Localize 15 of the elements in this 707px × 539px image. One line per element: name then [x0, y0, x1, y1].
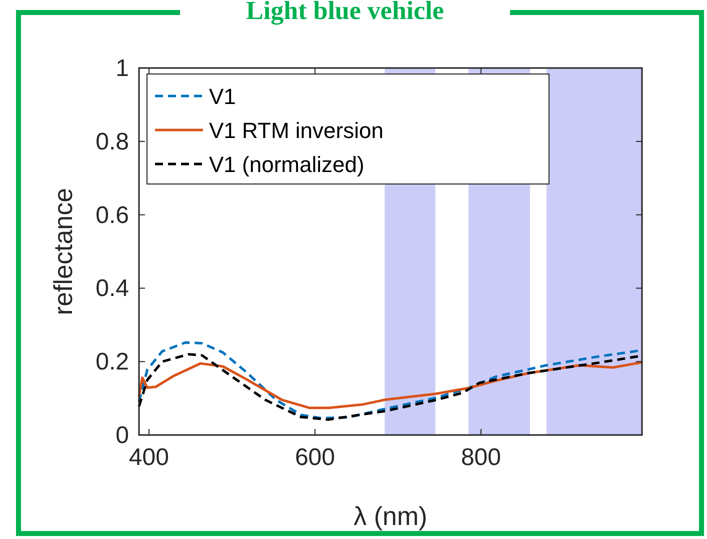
y-tick-label: 0.2 — [96, 348, 129, 376]
x-tick-label: 800 — [460, 444, 501, 471]
y-tick-label: 0.8 — [96, 128, 129, 156]
y-axis-title: reflectance — [48, 188, 78, 316]
x-tick-label: 600 — [294, 444, 335, 471]
y-tick-label: 1 — [116, 55, 129, 82]
chart-title: Light blue vehicle — [180, 0, 510, 26]
y-tick-label: 0.6 — [96, 202, 129, 229]
legend-label: V1 (normalized) — [209, 152, 364, 177]
y-tick-label: 0 — [116, 422, 129, 449]
x-tick-label: 400 — [128, 444, 169, 471]
legend-label: V1 RTM inversion — [209, 118, 384, 143]
y-tick-label: 0.4 — [96, 275, 129, 302]
legend-label: V1 — [209, 84, 236, 109]
x-axis-title: λ (nm) — [354, 501, 428, 531]
